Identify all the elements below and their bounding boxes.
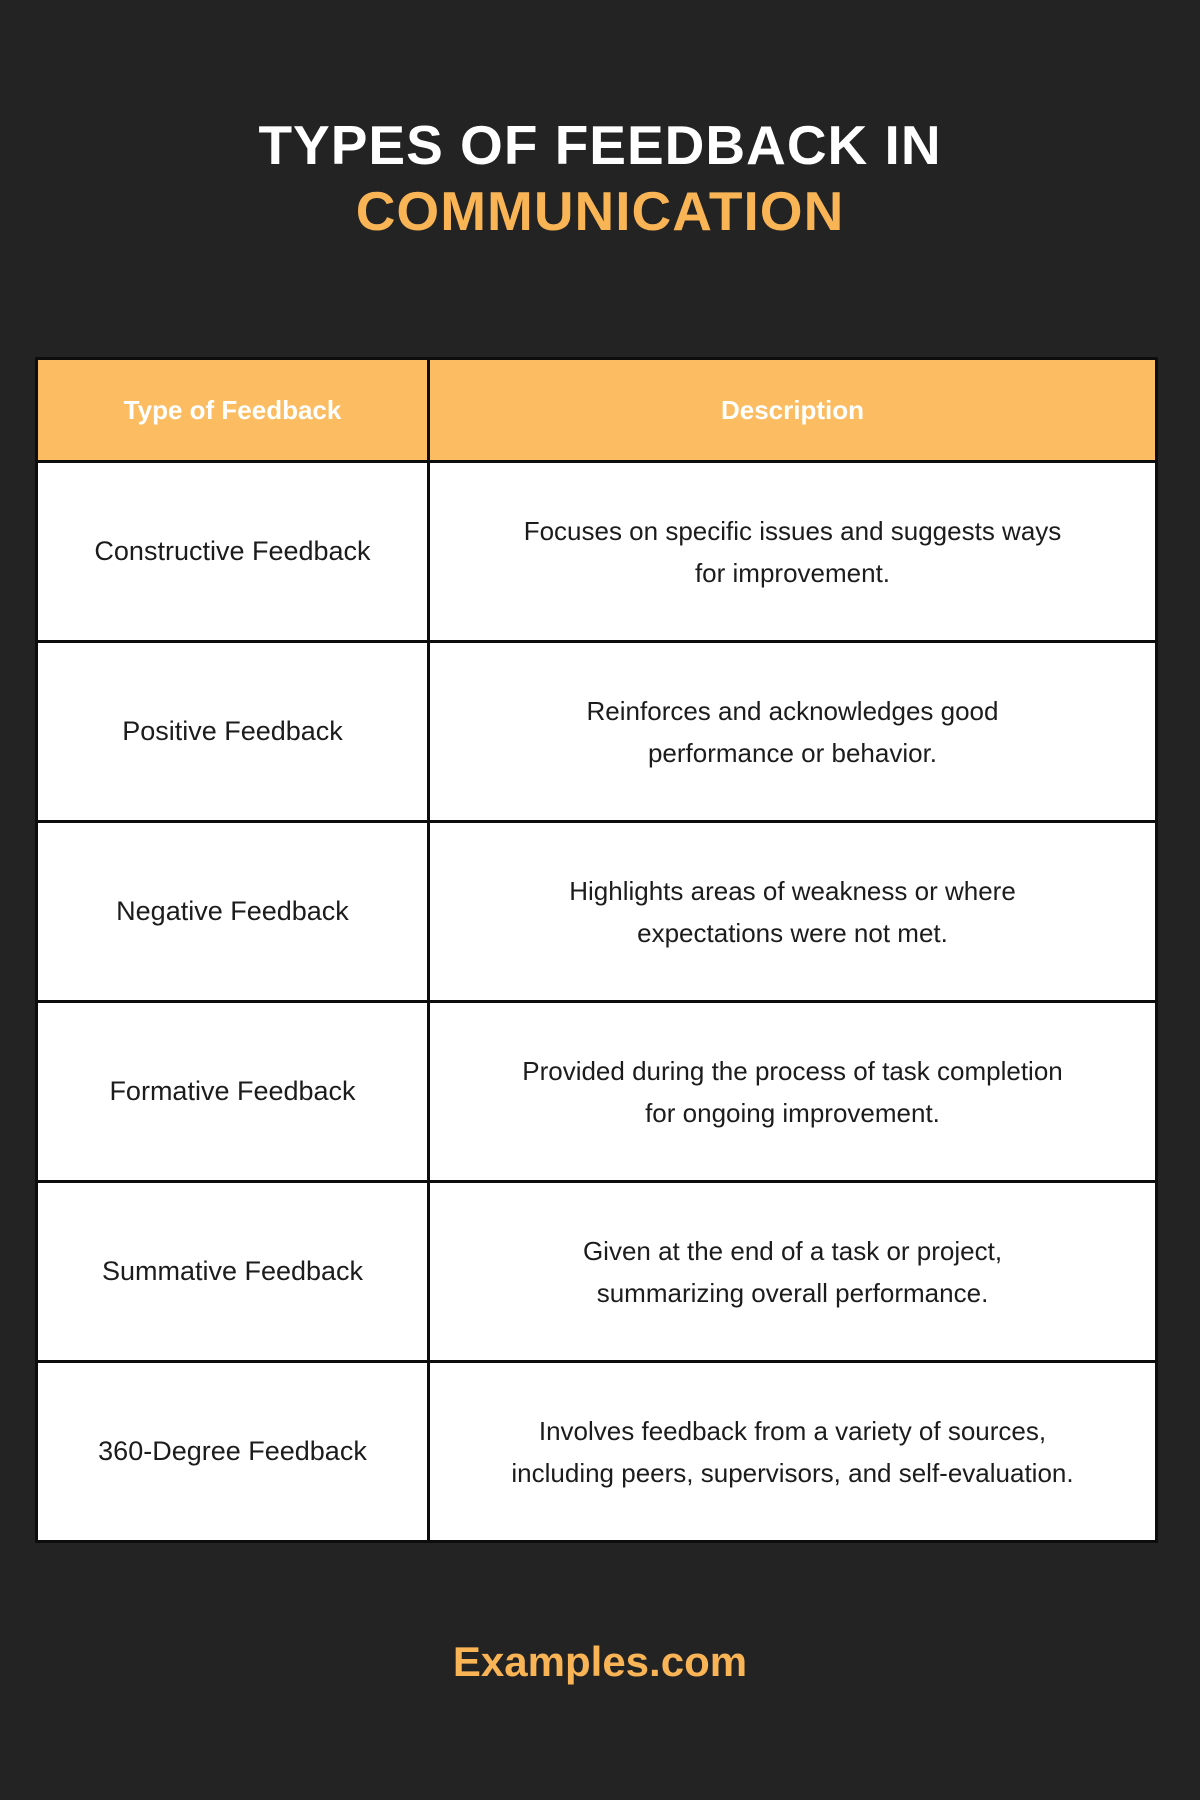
- cell-feedback-type: Formative Feedback: [38, 1003, 430, 1180]
- page-title: TYPES OF FEEDBACK IN COMMUNICATION: [0, 112, 1200, 244]
- title-line-2: COMMUNICATION: [355, 180, 845, 242]
- cell-description: Involves feedback from a variety of sour…: [430, 1363, 1155, 1540]
- page-footer: Examples.com: [0, 1638, 1200, 1686]
- cell-description: Given at the end of a task or project, s…: [430, 1183, 1155, 1360]
- description-text: Highlights areas of weakness or where ex…: [569, 875, 1016, 948]
- table-row: Formative Feedback Provided during the p…: [38, 1000, 1155, 1180]
- description-text: Provided during the process of task comp…: [522, 1055, 1063, 1128]
- feedback-table: Type of Feedback Description Constructiv…: [35, 357, 1158, 1543]
- cell-description: Reinforces and acknowledges good perform…: [430, 643, 1155, 820]
- cell-feedback-type: 360-Degree Feedback: [38, 1363, 430, 1540]
- cell-feedback-type: Summative Feedback: [38, 1183, 430, 1360]
- description-text: Given at the end of a task or project, s…: [582, 1235, 1003, 1308]
- cell-feedback-type: Negative Feedback: [38, 823, 430, 1000]
- title-line-1: TYPES OF FEEDBACK IN: [258, 114, 942, 176]
- cell-description: Highlights areas of weakness or where ex…: [430, 823, 1155, 1000]
- table-row: 360-Degree Feedback Involves feedback fr…: [38, 1360, 1155, 1540]
- cell-feedback-type: Positive Feedback: [38, 643, 430, 820]
- description-text: Involves feedback from a variety of sour…: [511, 1415, 1074, 1488]
- header-cell-type: Type of Feedback: [38, 360, 430, 460]
- description-text: Reinforces and acknowledges good perform…: [586, 695, 999, 768]
- table-row: Summative Feedback Given at the end of a…: [38, 1180, 1155, 1360]
- table-body: Constructive Feedback Focuses on specifi…: [38, 460, 1155, 1540]
- table-row: Positive Feedback Reinforces and acknowl…: [38, 640, 1155, 820]
- cell-description: Provided during the process of task comp…: [430, 1003, 1155, 1180]
- table-row: Constructive Feedback Focuses on specifi…: [38, 460, 1155, 640]
- cell-feedback-type: Constructive Feedback: [38, 463, 430, 640]
- header-cell-description: Description: [720, 394, 865, 425]
- footer-brand: Examples.com: [452, 1638, 748, 1685]
- description-text: Focuses on specific issues and suggests …: [523, 515, 1062, 588]
- table-header-row: Type of Feedback Description: [38, 360, 1155, 460]
- cell-description: Focuses on specific issues and suggests …: [430, 463, 1155, 640]
- table-row: Negative Feedback Highlights areas of we…: [38, 820, 1155, 1000]
